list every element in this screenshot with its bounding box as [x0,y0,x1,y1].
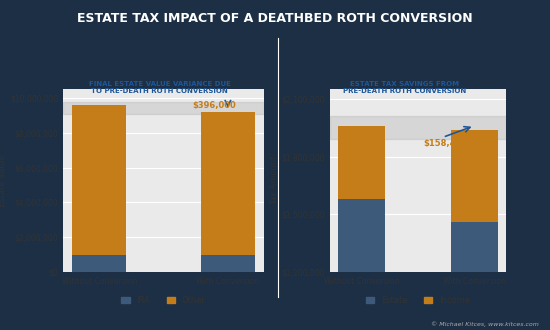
Y-axis label: Estate Value: Estate Value [0,154,7,207]
Legend: Estate, Income: Estate, Income [362,293,474,308]
Text: PRE-DEATH ROTH CONVERSION: PRE-DEATH ROTH CONVERSION [343,88,466,94]
Text: TO PRE-DEATH ROTH CONVERSION: TO PRE-DEATH ROTH CONVERSION [91,88,228,94]
Text: © Michael Kitces, www.kitces.com: © Michael Kitces, www.kitces.com [431,321,539,327]
Text: ESTATE TAX SAVINGS FROM: ESTATE TAX SAVINGS FROM [350,81,459,87]
Bar [63,102,264,114]
Text: $396,000: $396,000 [192,101,235,110]
Bar [73,105,126,255]
Legend: IRA, Other: IRA, Other [118,293,209,308]
Y-axis label: Tax Amount: Tax Amount [270,156,279,205]
Text: FINAL ESTATE VALUE VARIANCE DUE: FINAL ESTATE VALUE VARIANCE DUE [89,81,230,87]
Bar [450,222,498,330]
Bar [338,126,386,199]
Bar [73,255,126,272]
Text: TOTAL TAX WITH/WITHOUT
IRA TO ROTH CONVERSION: TOTAL TAX WITH/WITHOUT IRA TO ROTH CONVE… [333,50,470,71]
Text: $158,400: $158,400 [424,139,468,148]
Text: ESTATE TAX WITH/WITHOUT
IRA TO ROTH CONVERSION: ESTATE TAX WITH/WITHOUT IRA TO ROTH CONV… [67,50,208,71]
Bar [450,130,498,222]
Bar [201,255,255,272]
Text: ESTATE TAX IMPACT OF A DEATHBED ROTH CONVERSION: ESTATE TAX IMPACT OF A DEATHBED ROTH CON… [77,13,473,25]
Bar [338,199,386,330]
Bar [330,116,506,139]
Bar [201,112,255,255]
